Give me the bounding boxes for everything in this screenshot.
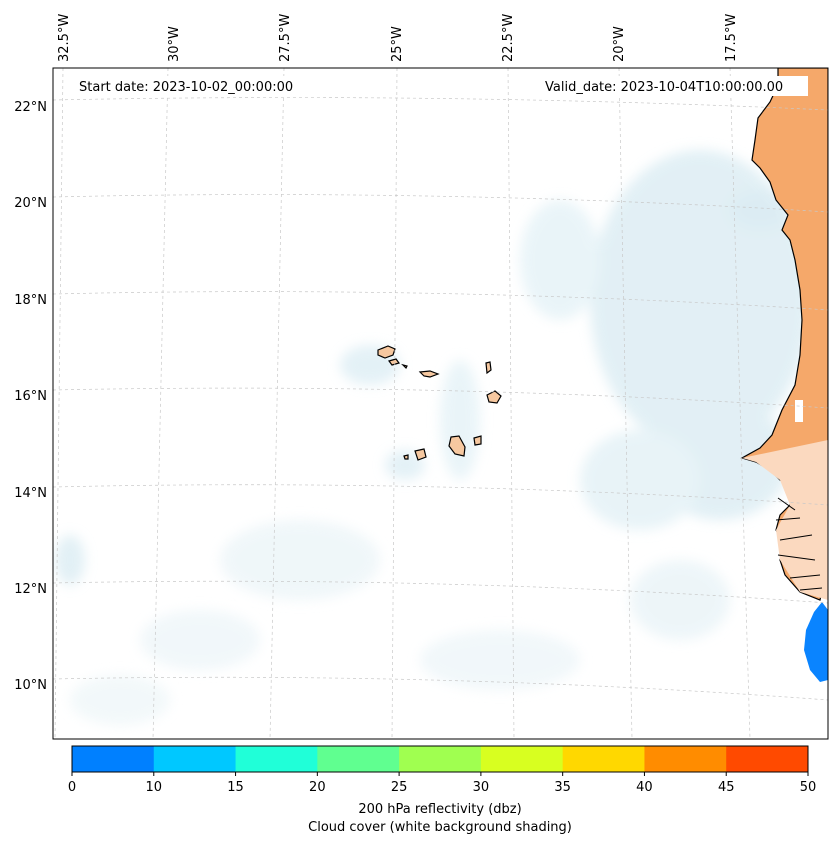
land-gap (795, 400, 803, 422)
island-sal (485, 361, 492, 375)
colorbar-tick-label: 0 (68, 780, 76, 795)
valid-date-label: Valid_date: 2023-10-04T10:00:00.00 (545, 80, 783, 95)
island-sao-nicolau (418, 370, 440, 378)
valid-date-box: Valid_date: 2023-10-04T10:00:00.00 (538, 76, 808, 96)
colorbar-segment (562, 746, 645, 772)
island-sao-vicente (387, 358, 401, 366)
colorbar-tick-label: 20 (309, 780, 326, 795)
lat-label-22n: 22°N (14, 100, 47, 115)
latitude-labels: 22°N 20°N 18°N 16°N 14°N 12°N 10°N (14, 100, 47, 693)
lat-label-18n: 18°N (14, 293, 47, 308)
island-santo-antao (377, 345, 396, 359)
cape-verde-islands (377, 345, 502, 461)
colorbar-segment (235, 746, 318, 772)
colorbar-tick-label: 10 (146, 780, 163, 795)
island-maio (473, 435, 482, 446)
start-date-label: Start date: 2023-10-02_00:00:00 (79, 80, 293, 95)
island-santiago (448, 435, 466, 457)
colorbar-tick-label: 30 (473, 780, 490, 795)
colorbar-segment (153, 746, 237, 772)
colorbar-segment (399, 746, 482, 772)
graticule (53, 68, 828, 739)
coastline-detail (775, 497, 823, 591)
colorbar-segments (72, 746, 809, 772)
lon-label-32-5w: 32.5°W (57, 14, 72, 62)
island-santa-luzia (401, 363, 408, 370)
map-content: Start date: 2023-10-02_00:00:00 Valid_da… (53, 68, 828, 739)
island-fogo (414, 448, 427, 461)
colorbar-segment (72, 746, 155, 772)
colorbar-subtitle: Cloud cover (white background shading) (308, 820, 572, 835)
lon-label-17-5w: 17.5°W (724, 14, 739, 62)
colorbar-segment (480, 746, 564, 772)
lighter-land-south (742, 440, 828, 600)
island-brava (403, 454, 409, 460)
colorbar-frame (71, 745, 809, 773)
colorbar-ticks: 0 10 15 20 25 30 35 40 45 50 (68, 772, 816, 795)
colorbar-tick-label: 15 (227, 780, 244, 795)
lat-label-12n: 12°N (14, 582, 47, 597)
colorbar-segment (317, 746, 400, 772)
lat-label-10n: 10°N (14, 678, 47, 693)
lon-label-22-5w: 22.5°W (501, 14, 516, 62)
lon-label-30w: 30°W (167, 26, 182, 62)
lat-label-16n: 16°N (14, 389, 47, 404)
lat-label-20n: 20°N (14, 196, 47, 211)
colorbar-title: 200 hPa reflectivity (dbz) (358, 802, 521, 817)
colorbar-segment (726, 746, 809, 772)
lon-label-27-5w: 27.5°W (278, 14, 293, 62)
colorbar-tick-label: 40 (636, 780, 653, 795)
map-panel: Start date: 2023-10-02_00:00:00 Valid_da… (52, 67, 829, 740)
lat-label-14n: 14°N (14, 486, 47, 501)
colorbar-tick-label: 25 (391, 780, 408, 795)
cloud-cover-shading (55, 150, 810, 725)
colorbar: 0 10 15 20 25 30 35 40 45 50 200 hPa reflectivity… (68, 745, 816, 835)
longitude-labels: 32.5°W 30°W 27.5°W 25°W 22.5°W 20°W 17.5… (57, 14, 739, 62)
start-date-box: Start date: 2023-10-02_00:00:00 (72, 76, 312, 96)
lon-label-25w: 25°W (390, 26, 405, 62)
colorbar-tick-label: 45 (718, 780, 735, 795)
reflectivity-echo (804, 602, 828, 682)
colorbar-segment (644, 746, 727, 772)
lon-label-20w: 20°W (612, 26, 627, 62)
colorbar-tick-label: 50 (800, 780, 817, 795)
colorbar-tick-label: 35 (554, 780, 571, 795)
map-frame (52, 67, 829, 740)
